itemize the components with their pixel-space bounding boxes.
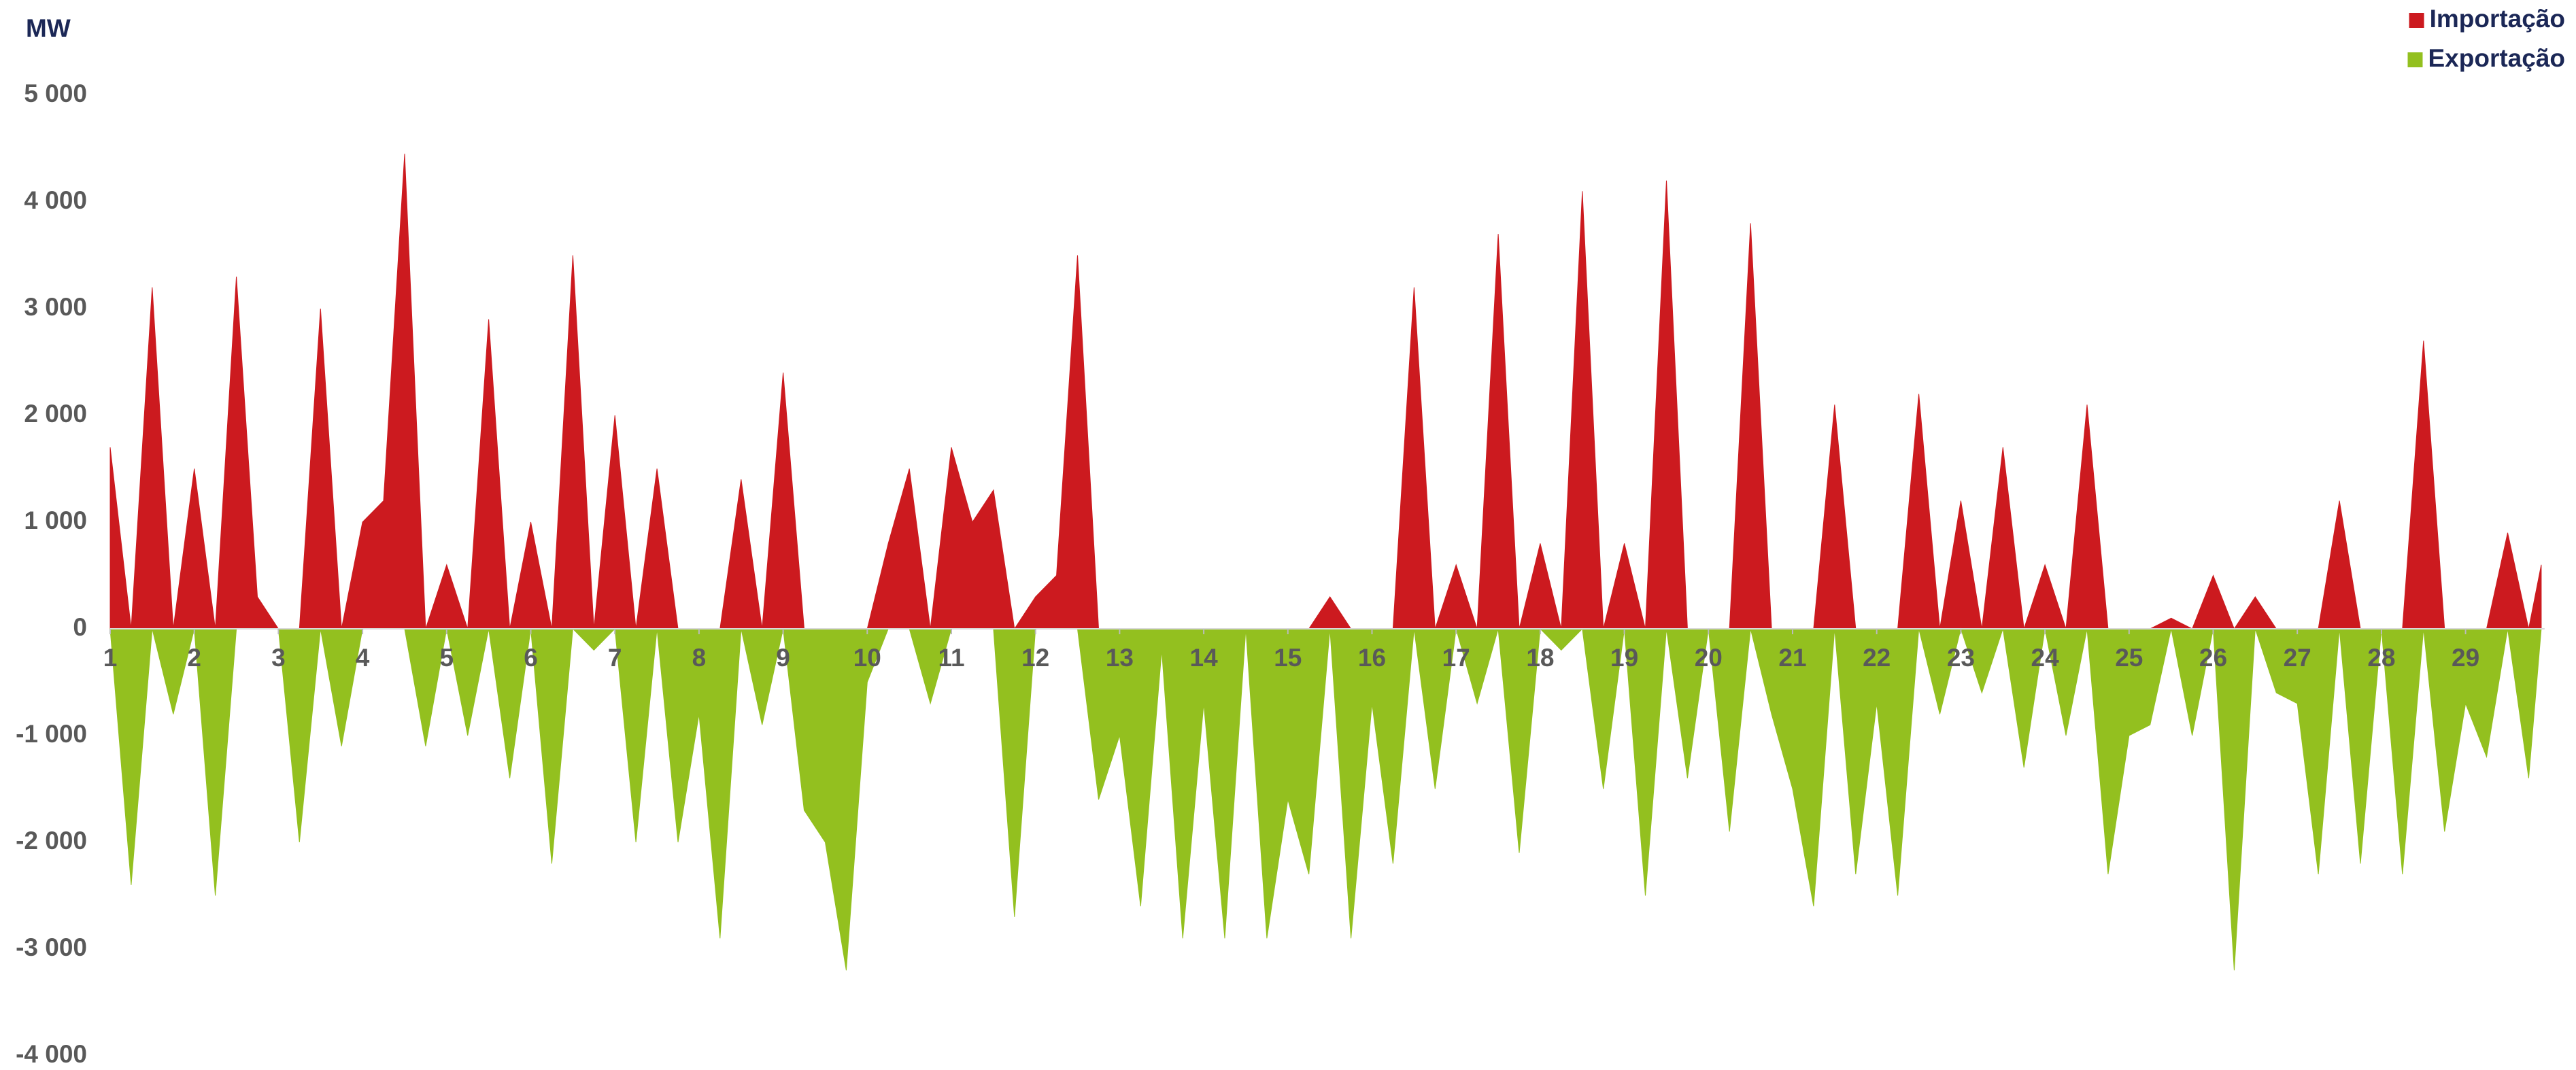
x-tick-label: 3 bbox=[271, 644, 286, 672]
x-tick-label: 22 bbox=[1863, 644, 1891, 672]
legend-label: Exportação bbox=[2428, 44, 2565, 72]
legend-swatch bbox=[2409, 13, 2424, 28]
x-tick-label: 12 bbox=[1021, 644, 1049, 672]
x-tick-label: 14 bbox=[1190, 644, 1219, 672]
y-tick-label: 3 000 bbox=[24, 293, 87, 321]
x-tick-label: 20 bbox=[1695, 644, 1723, 672]
y-tick-label: -3 000 bbox=[16, 933, 87, 961]
x-tick-label: 28 bbox=[2367, 644, 2395, 672]
area bbox=[109, 154, 2542, 630]
y-tick-label: 0 bbox=[73, 613, 87, 641]
area bbox=[109, 627, 2542, 971]
y-tick-label: 5 000 bbox=[24, 80, 87, 107]
legend-swatch bbox=[2407, 52, 2423, 67]
y-axis-label: MW bbox=[26, 14, 71, 42]
x-tick-label: 8 bbox=[692, 644, 707, 672]
x-tick-label: 4 bbox=[356, 644, 370, 672]
x-tick-label: 25 bbox=[2115, 644, 2143, 672]
x-tick-label: 18 bbox=[1526, 644, 1554, 672]
x-tick-label: 17 bbox=[1442, 644, 1470, 672]
legend-label: Importação bbox=[2430, 5, 2565, 33]
x-tick-label: 13 bbox=[1106, 644, 1134, 672]
x-tick-label: 11 bbox=[938, 644, 964, 672]
x-tick-label: 21 bbox=[1778, 644, 1806, 672]
y-tick-label: 4 000 bbox=[24, 186, 87, 214]
x-tick-label: 6 bbox=[524, 644, 538, 672]
x-tick-label: 26 bbox=[2199, 644, 2227, 672]
x-tick-label: 9 bbox=[776, 644, 790, 672]
x-tick-label: 16 bbox=[1358, 644, 1386, 672]
x-tick-label: 5 bbox=[440, 644, 454, 672]
y-tick-label: 1 000 bbox=[24, 506, 87, 534]
x-tick-label: 23 bbox=[1947, 644, 1975, 672]
x-tick-label: 29 bbox=[2452, 644, 2479, 672]
x-tick-label: 7 bbox=[608, 644, 622, 672]
y-tick-label: 2 000 bbox=[24, 400, 87, 428]
x-tick-label: 1 bbox=[103, 644, 118, 672]
x-tick-label: 15 bbox=[1274, 644, 1302, 672]
x-tick-label: 10 bbox=[853, 644, 881, 672]
y-tick-label: -1 000 bbox=[16, 720, 87, 748]
x-tick-label: 24 bbox=[2031, 644, 2060, 672]
x-tick-label: 19 bbox=[1610, 644, 1638, 672]
x-tick-label: 27 bbox=[2284, 644, 2311, 672]
x-tick-label: 2 bbox=[187, 644, 201, 672]
y-tick-label: -4 000 bbox=[16, 1040, 87, 1068]
y-tick-label: -2 000 bbox=[16, 827, 87, 855]
